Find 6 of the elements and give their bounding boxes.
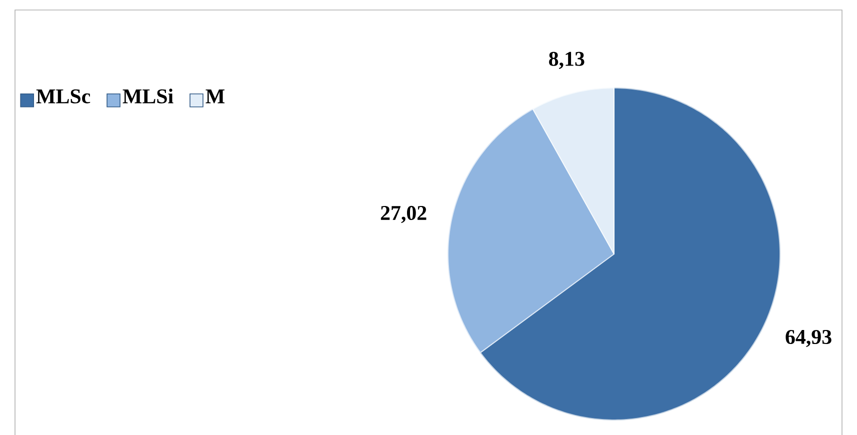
legend-label: M	[206, 89, 225, 104]
legend-label: MLSi	[122, 88, 174, 104]
data-label: 64,93	[786, 330, 832, 348]
legend-label: MLSc	[36, 89, 90, 104]
data-label: 8,13	[549, 52, 584, 69]
data-label: 27,02	[380, 206, 426, 224]
